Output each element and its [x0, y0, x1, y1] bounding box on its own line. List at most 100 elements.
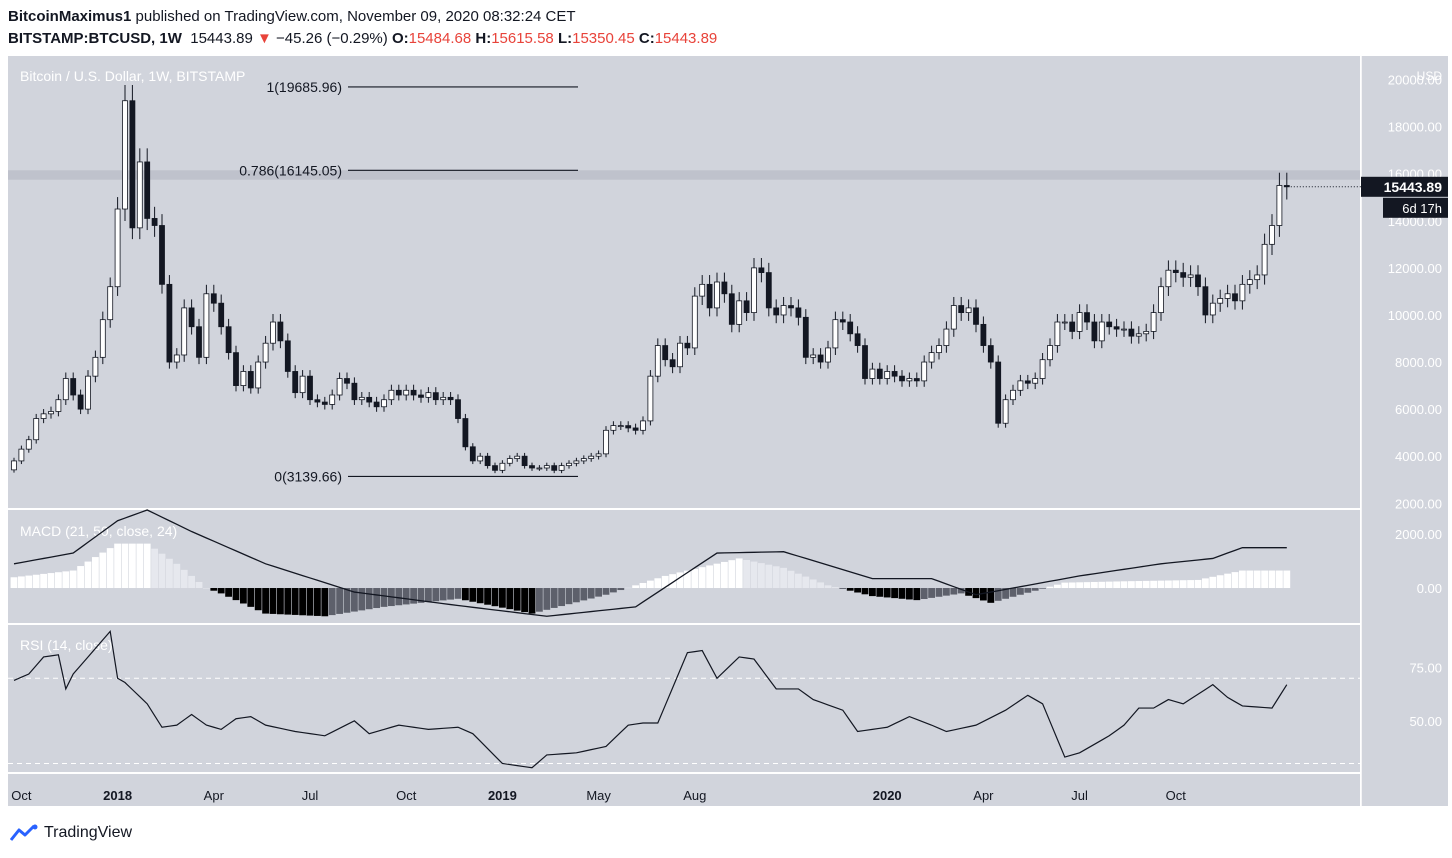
macd-histogram-bar: [462, 588, 469, 601]
candle-body: [640, 420, 646, 431]
macd-histogram-bar: [1135, 581, 1143, 589]
macd-histogram-bar: [373, 588, 380, 609]
macd-histogram-bar: [1017, 588, 1024, 595]
candle-body: [166, 283, 173, 363]
macd-histogram-bar: [47, 573, 55, 589]
low-label: L:: [557, 30, 573, 47]
macd-histogram-bar: [210, 588, 218, 591]
price-tick-label: 12000.00: [1388, 261, 1442, 276]
candle-body: [810, 354, 817, 358]
price-tick-label: 4000.00: [1395, 449, 1442, 464]
macd-histogram-bar: [254, 588, 262, 611]
macd-tick-label: 2000.00: [1395, 527, 1442, 542]
candle-body: [891, 371, 898, 377]
macd-histogram-bar: [809, 579, 817, 589]
price-tick-label: 20000.00: [1388, 73, 1442, 88]
rsi-line: [13, 630, 1288, 769]
macd-histogram-bar: [1202, 578, 1209, 589]
price-tick-label: 10000.00: [1388, 308, 1442, 323]
candle-body: [188, 307, 195, 328]
macd-histogram-bar: [299, 588, 306, 616]
published-text: published on TradingView.com, November 0…: [135, 8, 576, 25]
candle-body: [1150, 312, 1157, 332]
candle-body: [1165, 269, 1172, 288]
macd-histogram-bar: [432, 588, 440, 602]
macd-histogram-bar: [1150, 580, 1157, 589]
macd-histogram-bar: [358, 588, 366, 611]
macd-histogram-bar: [1231, 572, 1239, 589]
macd-histogram-bar: [987, 588, 995, 603]
macd-histogram-bar: [1246, 570, 1254, 589]
rsi-tick-label: 75.00: [1409, 661, 1442, 676]
candle-body: [1239, 283, 1246, 302]
macd-histogram-bar: [18, 576, 25, 589]
macd-histogram-bar: [1076, 582, 1083, 589]
candle-body: [788, 305, 794, 309]
candle-body: [1098, 321, 1105, 342]
macd-histogram-bar: [447, 588, 454, 600]
candle-body: [1135, 333, 1142, 337]
candle-body: [943, 328, 950, 346]
candle-body: [899, 375, 905, 382]
candle-body: [588, 455, 595, 459]
author-name[interactable]: BitcoinMaximus1: [8, 8, 132, 25]
chart-title: Bitcoin / U.S. Dollar, 1W, BITSTAMP: [20, 68, 245, 84]
candle-body: [684, 342, 691, 349]
candle-body: [469, 446, 476, 462]
candle-body: [1283, 185, 1290, 188]
macd-histogram-bar: [632, 585, 639, 589]
candle-body: [151, 218, 158, 226]
candle-body: [995, 361, 1002, 424]
candle-body: [410, 389, 417, 396]
candle-body: [33, 418, 40, 441]
macd-histogram-bar: [698, 567, 706, 589]
price-tick-label: 18000.00: [1388, 120, 1442, 135]
candle-body: [351, 382, 358, 401]
candle-body: [62, 378, 69, 401]
macd-histogram-bar: [876, 588, 884, 597]
candle-body: [677, 342, 683, 368]
candle-body: [77, 394, 84, 410]
candle-body: [529, 465, 535, 469]
countdown-label: 6d 17h: [1402, 201, 1442, 216]
macd-histogram-bar: [1276, 570, 1283, 589]
candle-body: [344, 378, 350, 384]
macd-histogram-bar: [1283, 570, 1291, 589]
tradingview-brand[interactable]: TradingView: [10, 824, 132, 842]
candle-body: [987, 345, 994, 363]
candle-body: [536, 467, 543, 470]
macd-histogram-bar: [1046, 586, 1054, 589]
candle-body: [270, 321, 276, 344]
macd-histogram-bar: [1194, 579, 1202, 589]
macd-label: MACD (21, 50, close, 24): [20, 523, 177, 539]
candle-body: [862, 345, 868, 379]
candle-body: [965, 307, 972, 314]
candle-body: [1061, 321, 1068, 324]
candle-body: [381, 399, 387, 408]
macd-histogram-bar: [84, 561, 92, 589]
macd-histogram-bar: [180, 569, 188, 589]
macd-histogram-bar: [854, 588, 861, 593]
candle-body: [817, 354, 824, 363]
candle-body: [122, 100, 128, 210]
candle-body: [625, 425, 632, 429]
candle-body: [1232, 293, 1238, 302]
candle-body: [114, 208, 121, 288]
candle-body: [262, 342, 269, 363]
countdown-tag: [1383, 197, 1448, 218]
candle-body: [484, 455, 491, 467]
macd-histogram-bar: [1128, 581, 1135, 589]
candle-body: [144, 161, 151, 219]
candle-body: [1187, 274, 1194, 278]
candle-body: [699, 283, 706, 297]
macd-histogram-bar: [691, 568, 699, 589]
candle-body: [854, 333, 861, 346]
macd-histogram-bar: [1068, 582, 1076, 589]
macd-histogram-bar: [1268, 570, 1276, 589]
candle-body: [1054, 321, 1061, 346]
last-price-text: 15443.89: [190, 30, 253, 47]
candle-body: [825, 347, 831, 363]
macd-histogram-bar: [32, 574, 40, 589]
candle-body: [558, 465, 565, 471]
